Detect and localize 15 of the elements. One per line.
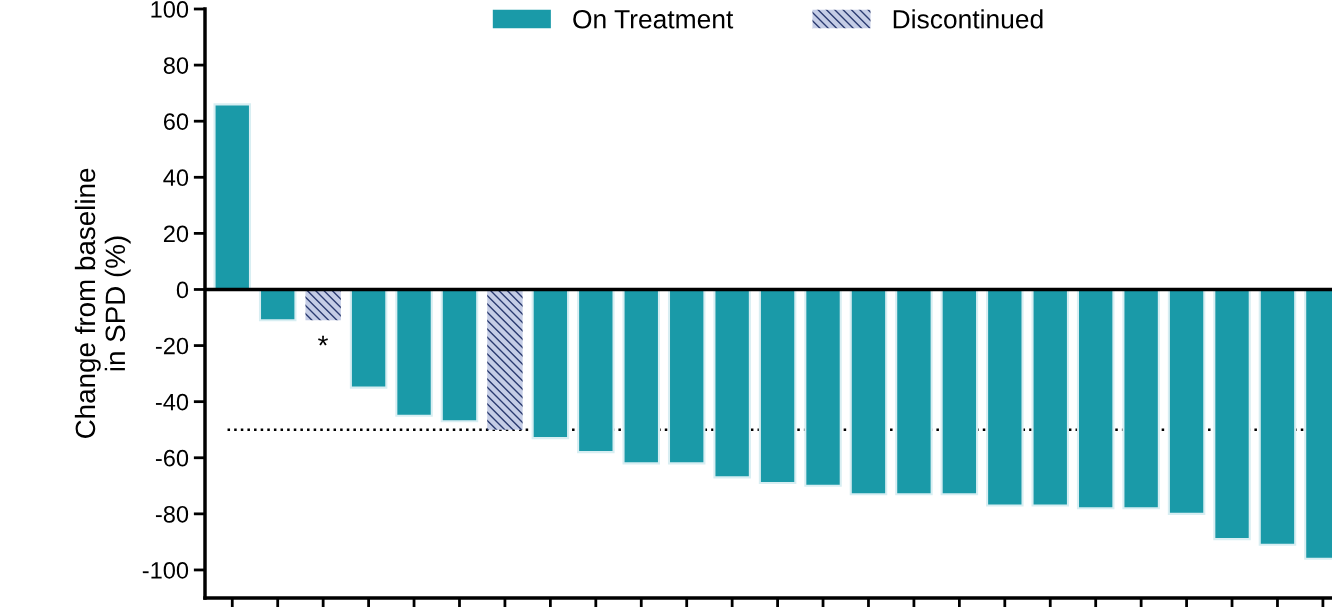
y-tick-label: 0 bbox=[176, 281, 189, 299]
legend-label: Discontinued bbox=[893, 9, 1043, 29]
y-tick-label: 80 bbox=[163, 57, 189, 74]
y-tick-label: -60 bbox=[155, 449, 189, 467]
y-tick-label: 40 bbox=[163, 169, 189, 187]
y-tick-label: 100 bbox=[151, 1, 189, 18]
y-tick-label: -80 bbox=[155, 505, 189, 523]
y-tick-label: -20 bbox=[155, 337, 189, 355]
y-tick-label: 60 bbox=[163, 113, 189, 130]
y-tick-label: -100 bbox=[142, 562, 189, 579]
y-tick-label: 20 bbox=[163, 225, 189, 243]
y-axis-title: Change from baseline in SPD (%) bbox=[74, 168, 131, 438]
annotation: * bbox=[318, 335, 328, 346]
legend-label: On Treatment bbox=[573, 9, 734, 29]
y-tick-label: -40 bbox=[155, 393, 189, 411]
